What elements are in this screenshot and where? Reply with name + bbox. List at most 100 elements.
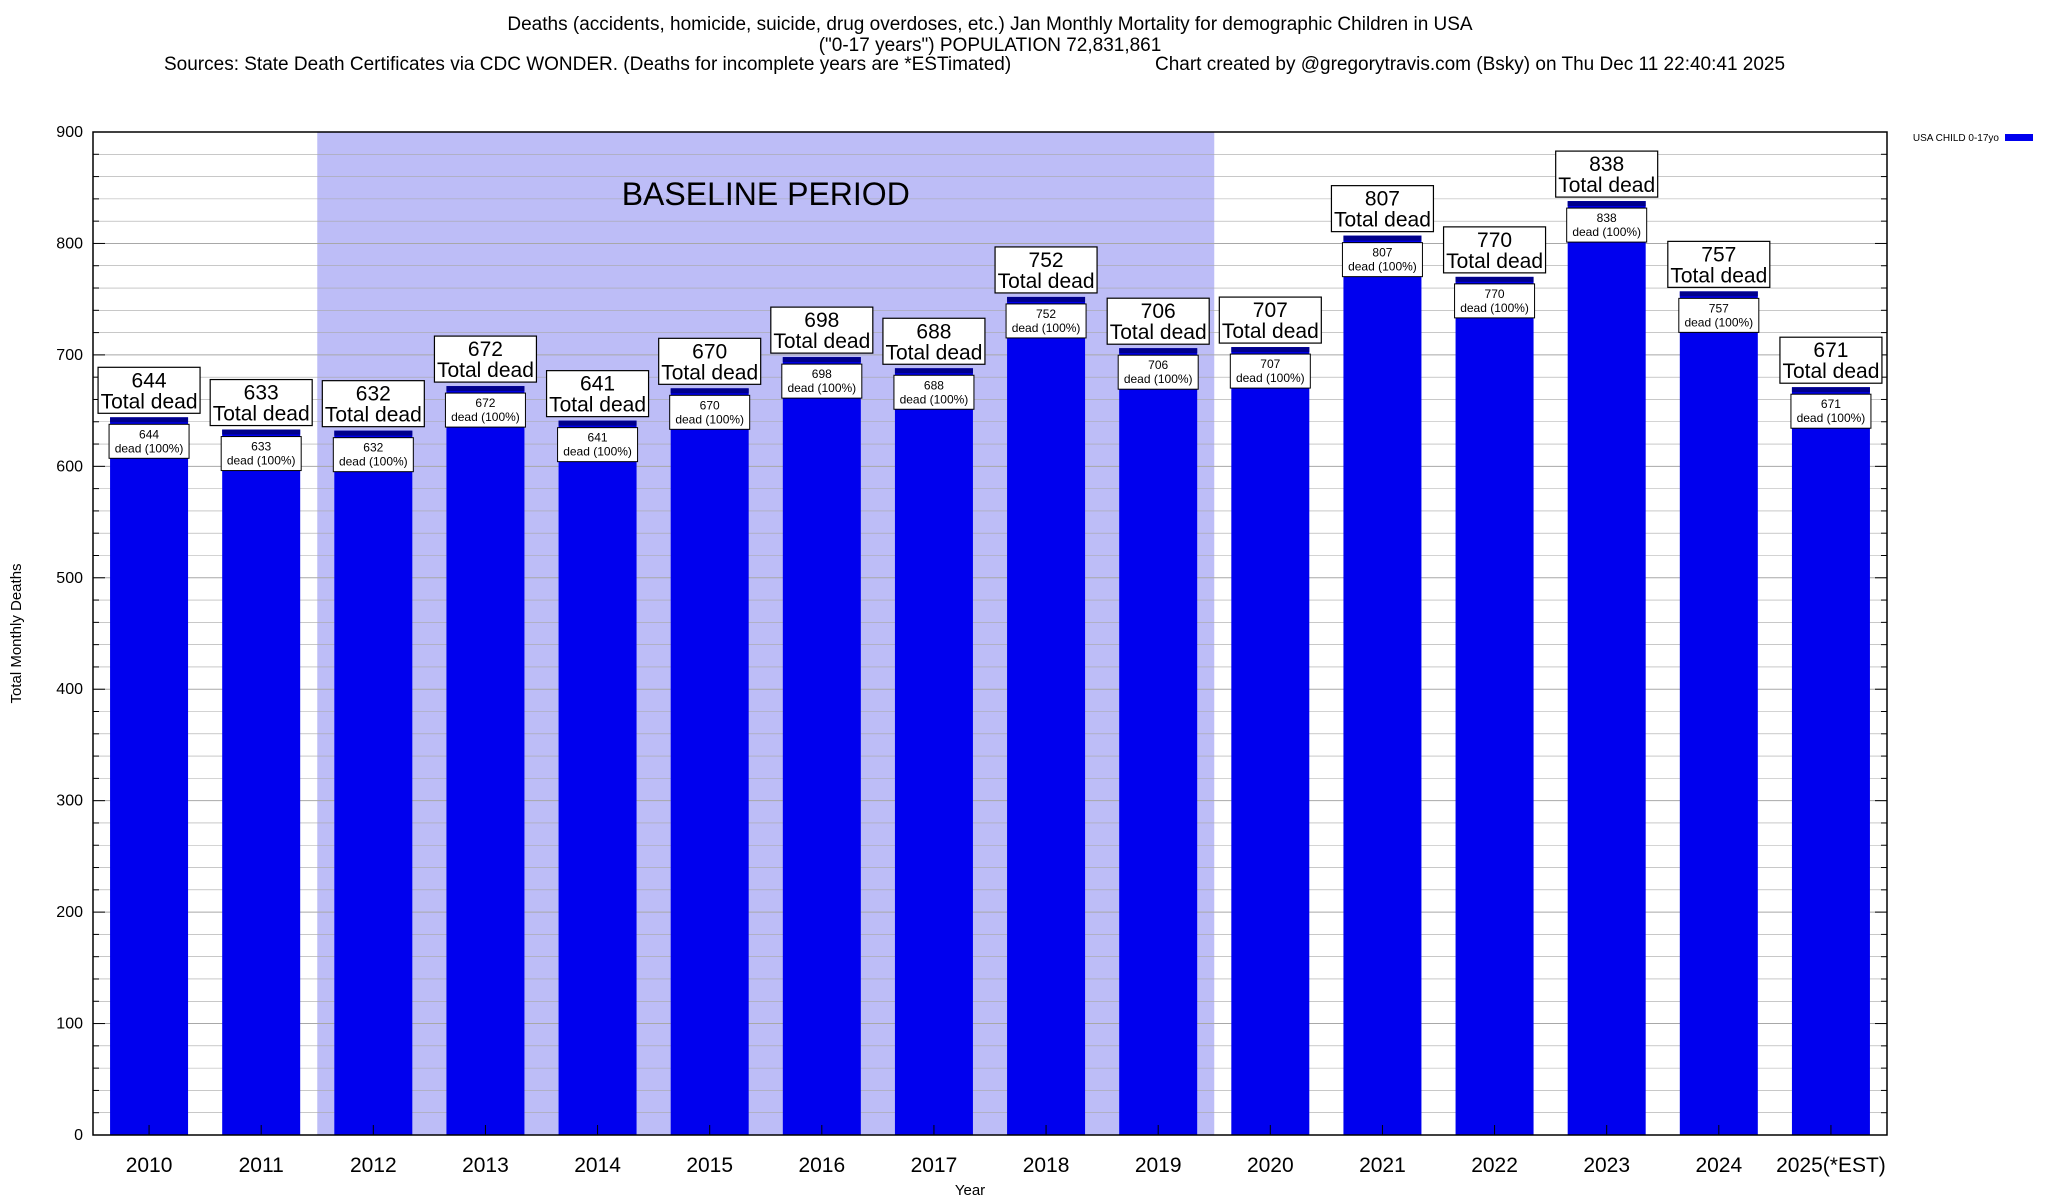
top-label-suffix: Total dead <box>1334 209 1431 232</box>
inner-label-suffix: dead (100%) <box>227 454 296 468</box>
y-tick-label: 200 <box>56 904 83 921</box>
bar-cap <box>782 357 861 363</box>
x-tick-label: 2016 <box>798 1154 845 1177</box>
top-label-suffix: Total dead <box>213 403 310 426</box>
inner-label-suffix: dead (100%) <box>339 455 408 469</box>
bar <box>334 430 413 1135</box>
x-tick-label: 2011 <box>239 1154 284 1177</box>
inner-label-suffix: dead (100%) <box>1348 260 1417 274</box>
inner-label-box <box>1005 303 1087 339</box>
top-label-box <box>1779 336 1883 384</box>
top-label-value: 670 <box>692 340 727 363</box>
inner-label-box <box>1790 393 1872 429</box>
top-label-value: 671 <box>1813 339 1848 362</box>
bar <box>782 357 861 1135</box>
top-label-box <box>433 335 538 383</box>
bar-cap <box>1231 347 1310 353</box>
inner-label-value: 770 <box>1485 287 1505 301</box>
top-label-value: 757 <box>1701 243 1736 266</box>
inner-label-box <box>1566 207 1648 243</box>
x-tick-label: 2012 <box>350 1154 397 1177</box>
inner-label-value: 838 <box>1597 211 1617 225</box>
bar <box>1455 276 1534 1135</box>
top-label-box <box>1218 296 1322 344</box>
x-axis-title: Year <box>955 1182 985 1199</box>
top-label-suffix: Total dead <box>1670 264 1767 287</box>
inner-label-suffix: dead (100%) <box>563 445 632 459</box>
chart-sources: Sources: State Death Certificates via CD… <box>164 54 1012 75</box>
bar <box>1007 296 1086 1136</box>
x-tick-label: 2018 <box>1023 1154 1070 1177</box>
top-label-box <box>321 380 425 428</box>
bar-cap <box>1455 276 1534 282</box>
top-label-box <box>209 378 313 427</box>
bar-cap <box>1791 387 1870 393</box>
top-label-value: 707 <box>1253 299 1288 322</box>
inner-label-suffix: dead (100%) <box>1460 301 1529 315</box>
top-label-suffix: Total dead <box>437 359 534 382</box>
bar <box>1231 347 1310 1135</box>
y-tick-label: 0 <box>74 1127 83 1144</box>
bar <box>1119 348 1198 1135</box>
top-label-value: 672 <box>468 338 503 361</box>
inner-label-box <box>332 437 414 473</box>
inner-label-suffix: dead (100%) <box>1124 372 1193 386</box>
top-label-suffix: Total dead <box>661 361 758 384</box>
top-label-box <box>97 366 201 414</box>
inner-label-suffix: dead (100%) <box>787 381 856 395</box>
top-label-value: 752 <box>1029 249 1064 272</box>
inner-label-box <box>1454 283 1536 319</box>
inner-label-value: 688 <box>924 378 944 392</box>
inner-label-box <box>1229 353 1311 389</box>
top-label-suffix: Total dead <box>1558 174 1655 197</box>
bar <box>1679 291 1758 1135</box>
plot-border <box>92 131 1888 1136</box>
inner-label-box <box>108 423 190 459</box>
x-tick-label: 2025(*EST) <box>1776 1154 1886 1177</box>
inner-label-box <box>669 394 751 430</box>
y-tick-label: 300 <box>56 793 83 810</box>
top-label-value: 770 <box>1477 229 1512 252</box>
bar-cap <box>1119 348 1198 354</box>
x-tick-label: 2019 <box>1135 1154 1182 1177</box>
inner-label-value: 707 <box>1260 357 1280 371</box>
top-label-value: 644 <box>132 369 167 392</box>
top-label-suffix: Total dead <box>1446 250 1543 273</box>
x-tick-label: 2021 <box>1359 1154 1406 1177</box>
top-label-box <box>1555 150 1659 198</box>
top-label-suffix: Total dead <box>325 404 422 427</box>
inner-label-box <box>220 436 302 472</box>
x-tick-label: 2020 <box>1247 1154 1294 1177</box>
inner-label-value: 632 <box>363 441 383 455</box>
inner-label-box <box>444 392 526 428</box>
top-label-suffix: Total dead <box>1782 360 1879 383</box>
bar <box>894 368 973 1135</box>
top-label-value: 838 <box>1589 153 1624 176</box>
bar <box>222 429 301 1136</box>
inner-label-suffix: dead (100%) <box>1012 321 1081 335</box>
top-label-value: 688 <box>916 320 951 343</box>
bar-cap <box>1679 291 1758 297</box>
inner-label-value: 644 <box>139 427 159 441</box>
bar-cap <box>446 386 525 392</box>
top-label-value: 706 <box>1141 300 1176 323</box>
top-label-box <box>994 246 1098 294</box>
inner-label-suffix: dead (100%) <box>675 412 744 426</box>
bar <box>558 420 637 1135</box>
top-label-value: 807 <box>1365 188 1400 211</box>
legend-label: USA CHILD 0-17yo <box>1913 133 2000 144</box>
x-tick-label: 2014 <box>574 1154 621 1177</box>
x-tick-label: 2010 <box>126 1154 173 1177</box>
bar-cap <box>894 368 973 374</box>
y-tick-label: 500 <box>56 570 83 587</box>
inner-label-suffix: dead (100%) <box>900 392 969 406</box>
inner-label-suffix: dead (100%) <box>115 441 184 455</box>
x-tick-label: 2015 <box>686 1154 733 1177</box>
inner-label-box <box>1117 354 1199 390</box>
inner-label-value: 671 <box>1821 397 1841 411</box>
top-label-box <box>882 317 986 365</box>
bar-cap <box>1343 235 1422 241</box>
inner-label-value: 670 <box>700 398 720 412</box>
y-tick-label: 700 <box>56 347 83 364</box>
top-label-box <box>1442 226 1547 274</box>
